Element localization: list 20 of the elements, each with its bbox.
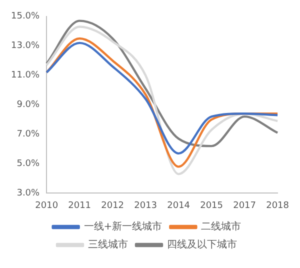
- x-tick-label: 2010: [35, 200, 58, 211]
- x-tick-label: 2017: [233, 200, 256, 211]
- x-tick-label: 2018: [266, 200, 290, 211]
- y-tick-label: 9.0%: [16, 100, 40, 110]
- y-tick-label: 5.0%: [16, 159, 40, 170]
- legend-label: 一线+新一线城市: [84, 220, 162, 233]
- x-tick-label: 2012: [101, 200, 124, 211]
- legend-label: 四线及以下城市: [167, 238, 237, 251]
- y-tick-label: 7.0%: [16, 130, 40, 140]
- x-tick-label: 2013: [134, 200, 158, 211]
- y-tick-label: 3.0%: [16, 188, 40, 199]
- y-tick-label: 11.0%: [10, 70, 40, 81]
- x-tick-label: 2014: [167, 200, 190, 211]
- legend-label: 三线城市: [88, 238, 128, 251]
- x-tick-label: 2011: [68, 200, 92, 211]
- x-tick-label: 2015: [200, 200, 224, 211]
- y-tick-label: 13.0%: [10, 41, 40, 52]
- y-tick-label: 15.0%: [10, 12, 40, 22]
- line-series: [45, 20, 279, 148]
- legend-label: 二线城市: [201, 220, 242, 233]
